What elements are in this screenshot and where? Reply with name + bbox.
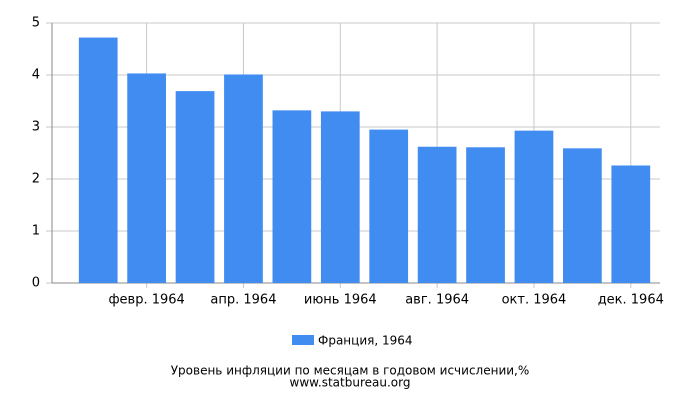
legend-swatch [292,335,314,345]
y-tick-label: 5 [32,16,40,31]
x-tick-label: апр. 1964 [210,293,276,308]
bar [224,74,263,283]
bar [417,146,457,283]
x-tick-label: дек. 1964 [598,293,664,308]
bar [127,73,166,283]
x-tick-label: июнь 1964 [304,293,377,308]
chart-title: Уровень инфляции по месяцам в годовом ис… [171,364,530,378]
bar [320,111,360,284]
bar [272,110,312,283]
chart-subtitle: www.statbureau.org [290,376,411,390]
bar [175,91,215,284]
bar [466,147,505,283]
x-tick-label: авг. 1964 [405,293,469,308]
bar [78,37,118,284]
bar [563,148,602,283]
y-tick-label: 4 [32,68,40,83]
legend-label: Франция, 1964 [318,334,413,348]
bar [514,130,554,283]
x-tick-label: февр. 1964 [108,293,184,308]
y-tick-label: 1 [32,224,40,239]
y-tick-label: 0 [32,276,40,291]
y-tick-label: 2 [32,172,40,187]
y-tick-label: 3 [32,120,40,135]
x-tick-label: окт. 1964 [502,293,567,308]
bar [369,129,409,283]
bar [611,165,651,283]
